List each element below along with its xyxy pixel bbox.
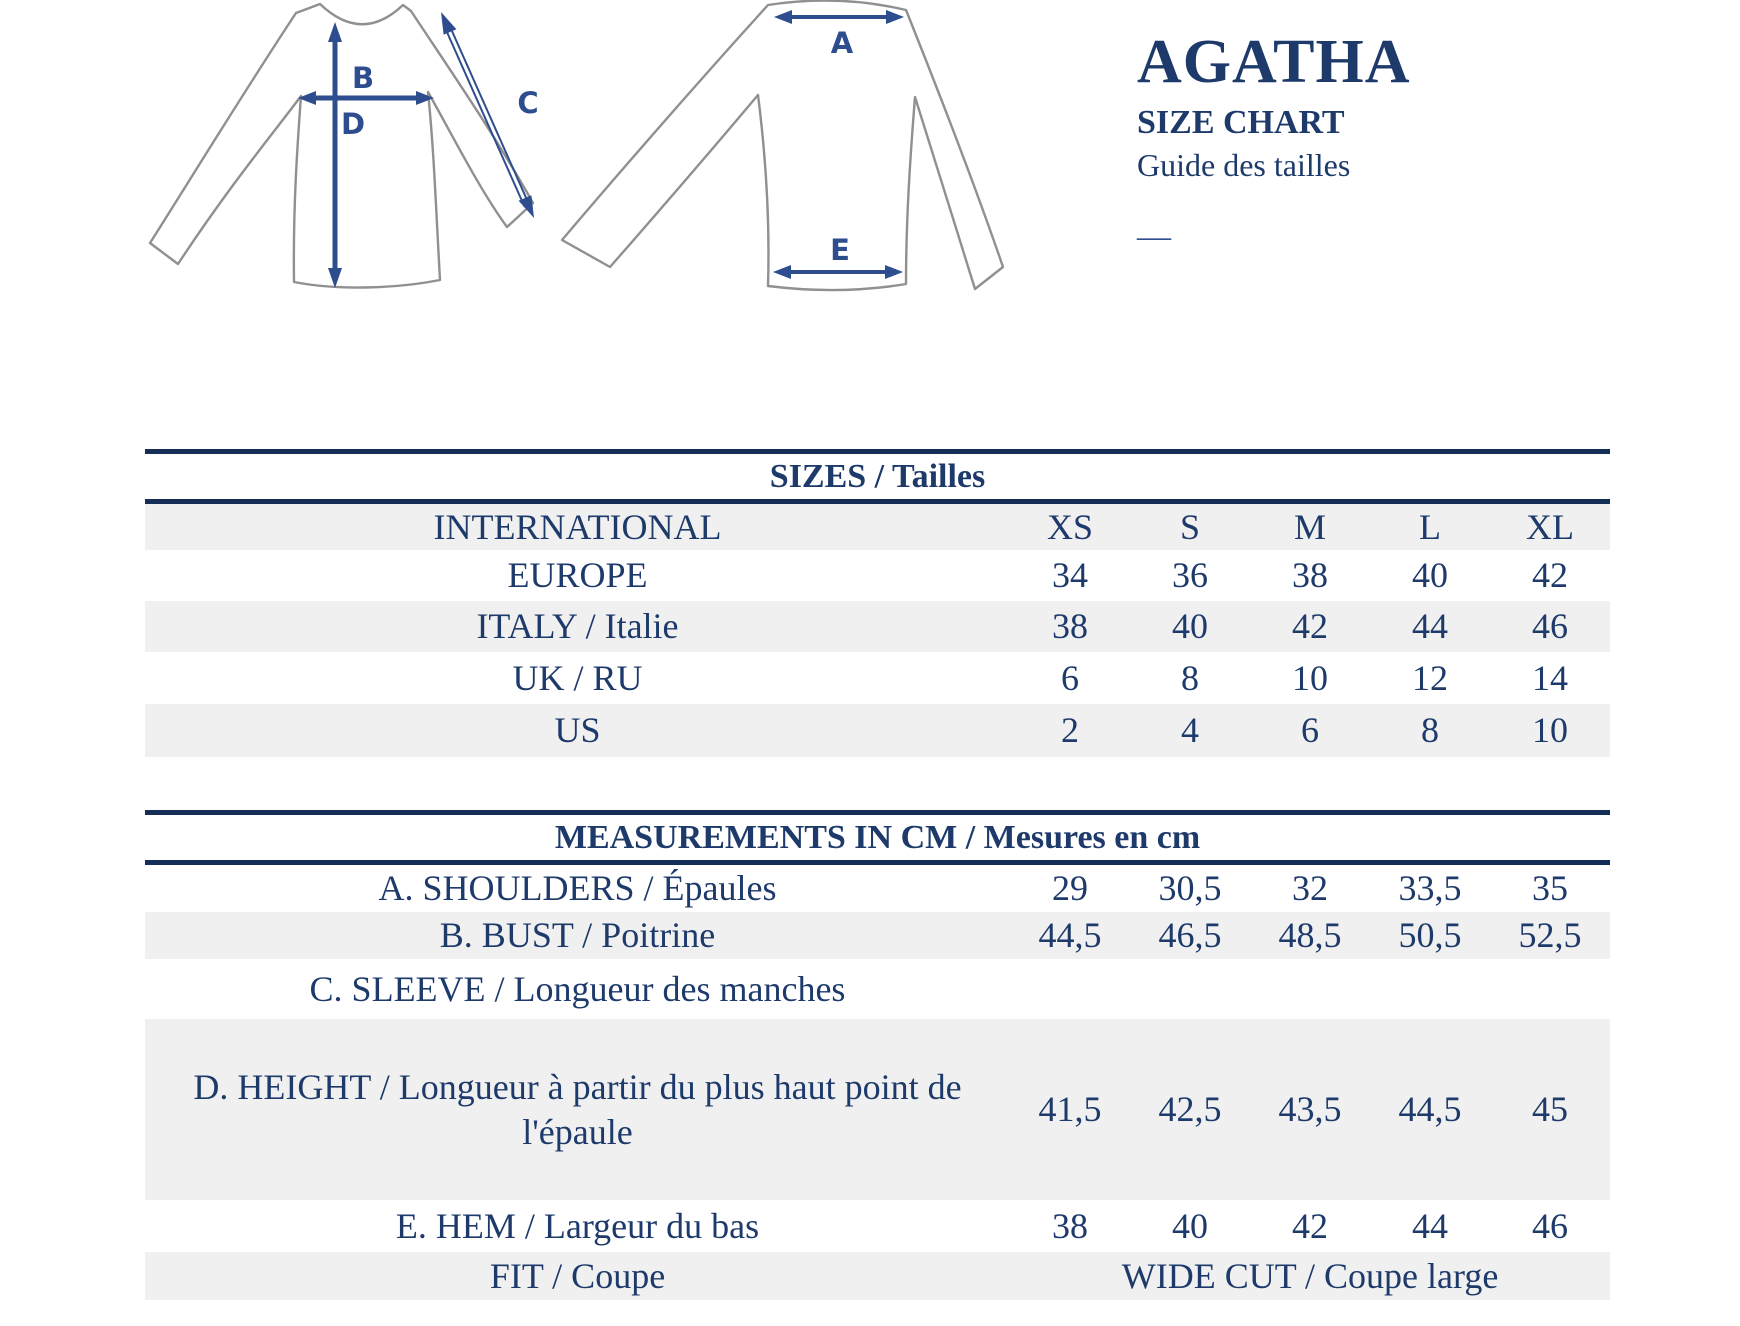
table-row-shoulders: A. SHOULDERS / Épaules 29 30,5 32 33,5 3… — [145, 863, 1610, 913]
measure-value: 50,5 — [1370, 912, 1490, 959]
measure-value — [1370, 959, 1490, 1019]
measurements-table-title-row: MEASUREMENTS IN CM / Mesures en cm — [145, 812, 1611, 865]
measure-value: 48,5 — [1250, 912, 1370, 959]
row-label: D. HEIGHT / Longueur à partir du plus ha… — [145, 1019, 1010, 1200]
measure-value — [1490, 959, 1610, 1019]
table-row-bust: B. BUST / Poitrine 44,5 46,5 48,5 50,5 5… — [145, 912, 1611, 959]
measure-arrow-a — [774, 10, 904, 24]
fit-value: WIDE CUT / Coupe large — [1010, 1252, 1611, 1300]
measure-arrow-e — [773, 265, 903, 279]
row-label: EUROPE — [507, 555, 648, 595]
measure-label-c: C — [517, 86, 538, 120]
measure-value: 44 — [1412, 1205, 1448, 1246]
measure-value: 30,5 — [1158, 868, 1222, 908]
measure-value: 42 — [1292, 1205, 1328, 1246]
title-block: AGATHA SIZE CHART Guide des tailles — — [1137, 28, 1557, 255]
measure-value: 32 — [1292, 868, 1328, 908]
measure-value — [1010, 959, 1130, 1019]
table-row-sleeve: C. SLEEVE / Longueur des manches — [145, 959, 1610, 1019]
measure-value: 46 — [1532, 1205, 1569, 1246]
measure-value: 40 — [1172, 1205, 1208, 1246]
measure-value: 43,5 — [1250, 1019, 1370, 1200]
size-value: 10 — [1490, 704, 1611, 757]
table-row-europe: EUROPE 34 36 38 40 42 — [145, 550, 1610, 601]
row-label: US — [145, 704, 1010, 757]
size-value: 42 — [1532, 555, 1569, 595]
measure-value: 52,5 — [1490, 912, 1611, 959]
measure-value: 35 — [1532, 868, 1569, 908]
measure-arrow-b — [298, 91, 434, 105]
row-label: INTERNATIONAL — [145, 501, 1010, 550]
measure-value — [1130, 959, 1250, 1019]
size-value: 38 — [1010, 601, 1130, 652]
row-label: A. SHOULDERS / Épaules — [378, 868, 777, 908]
size-value: 10 — [1292, 657, 1328, 698]
sizes-table-title-row: SIZES / Tailles — [145, 451, 1611, 504]
page-title: SIZE CHART — [1137, 104, 1345, 142]
size-value: 40 — [1130, 601, 1250, 652]
measure-value — [1250, 959, 1370, 1019]
measure-arrow-c — [441, 12, 534, 218]
garment-measurement-diagrams: B C D A E — [0, 0, 1020, 300]
row-label: B. BUST / Poitrine — [145, 912, 1010, 959]
measure-value: 42,5 — [1130, 1019, 1250, 1200]
measure-value: 44,5 — [1010, 912, 1130, 959]
table-row-fit: FIT / Coupe WIDE CUT / Coupe large — [145, 1252, 1611, 1300]
row-label: ITALY / Italie — [145, 601, 1010, 652]
size-value: 46 — [1490, 601, 1611, 652]
row-label: FIT / Coupe — [145, 1252, 1010, 1300]
size-value: L — [1370, 501, 1490, 550]
sizes-table-title: SIZES / Tailles — [145, 451, 1611, 504]
size-value: 6 — [1061, 657, 1079, 698]
measure-value: 45 — [1490, 1019, 1611, 1200]
size-value: M — [1250, 501, 1370, 550]
measure-label-d: D — [341, 107, 365, 141]
size-value: 2 — [1010, 704, 1130, 757]
measure-label-b: B — [352, 61, 374, 95]
table-row-hem: E. HEM / Largeur du bas 38 40 42 44 46 — [145, 1200, 1610, 1252]
row-label: E. HEM / Largeur du bas — [395, 1205, 760, 1246]
table-row-international: INTERNATIONAL XS S M L XL — [145, 501, 1611, 550]
size-value: S — [1130, 501, 1250, 550]
measure-value: 33,5 — [1398, 868, 1462, 908]
size-value: 34 — [1052, 555, 1088, 595]
size-value: 12 — [1412, 657, 1448, 698]
brand-name: AGATHA — [1137, 28, 1411, 96]
size-value: XL — [1490, 501, 1611, 550]
size-value: 8 — [1181, 657, 1199, 698]
table-row-uk: UK / RU 6 8 10 12 14 — [145, 652, 1610, 704]
size-value: 14 — [1532, 657, 1569, 698]
measure-value: 41,5 — [1010, 1019, 1130, 1200]
table-row-italy: ITALY / Italie 38 40 42 44 46 — [145, 601, 1611, 652]
table-row-us: US 2 4 6 8 10 — [145, 704, 1611, 757]
size-value: 4 — [1130, 704, 1250, 757]
size-value: 40 — [1412, 555, 1448, 595]
measurements-table-title: MEASUREMENTS IN CM / Mesures en cm — [145, 812, 1611, 865]
measure-arrow-d — [328, 22, 342, 288]
garment-back-outline — [560, 0, 1005, 292]
measure-value: 29 — [1052, 868, 1088, 908]
measure-value: 38 — [1052, 1205, 1088, 1246]
row-label: UK / RU — [512, 657, 643, 698]
measure-value: 46,5 — [1130, 912, 1250, 959]
size-value: 8 — [1370, 704, 1490, 757]
measure-label-a: A — [831, 26, 854, 60]
size-value: XS — [1010, 501, 1130, 550]
size-value: 38 — [1292, 555, 1328, 595]
size-value: 36 — [1172, 555, 1208, 595]
page-subtitle: Guide des tailles — [1137, 147, 1351, 184]
size-value: 6 — [1250, 704, 1370, 757]
row-label: C. SLEEVE / Longueur des manches — [309, 968, 846, 1009]
divider-dash: — — [1137, 217, 1171, 255]
sizes-table: SIZES / Tailles INTERNATIONAL XS S M L X… — [145, 449, 1611, 757]
measure-value: 44,5 — [1370, 1019, 1490, 1200]
garment-diagrams-svg: B C D A E — [148, 0, 1005, 292]
size-value: 42 — [1250, 601, 1370, 652]
measurements-table: MEASUREMENTS IN CM / Mesures en cm A. SH… — [145, 810, 1611, 1300]
size-value: 44 — [1370, 601, 1490, 652]
table-row-height: D. HEIGHT / Longueur à partir du plus ha… — [145, 1019, 1611, 1200]
measure-label-e: E — [830, 233, 850, 267]
garment-front-outline — [148, 2, 535, 289]
